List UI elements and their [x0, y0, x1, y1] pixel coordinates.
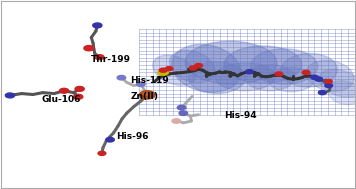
Circle shape	[172, 119, 180, 123]
Text: His-96: His-96	[116, 132, 148, 141]
Ellipse shape	[319, 69, 356, 97]
Text: Thr-199: Thr-199	[91, 55, 131, 64]
Circle shape	[59, 88, 69, 93]
Text: Glu-106: Glu-106	[42, 95, 81, 104]
Ellipse shape	[306, 60, 354, 91]
Circle shape	[311, 75, 319, 79]
Ellipse shape	[251, 49, 318, 84]
Circle shape	[74, 94, 83, 99]
Circle shape	[98, 151, 106, 155]
Ellipse shape	[281, 53, 337, 87]
Circle shape	[189, 66, 197, 70]
Ellipse shape	[169, 50, 215, 83]
Ellipse shape	[268, 67, 314, 92]
Circle shape	[142, 92, 148, 95]
Circle shape	[179, 111, 188, 115]
Circle shape	[106, 137, 114, 142]
Circle shape	[137, 82, 145, 87]
Ellipse shape	[185, 41, 277, 84]
Circle shape	[93, 23, 102, 28]
Circle shape	[165, 67, 173, 71]
Ellipse shape	[328, 81, 356, 105]
Text: His-94: His-94	[224, 112, 257, 120]
Ellipse shape	[153, 55, 196, 85]
Circle shape	[177, 105, 186, 110]
Circle shape	[84, 46, 94, 51]
Text: Zn(II): Zn(II)	[130, 92, 158, 101]
Circle shape	[246, 70, 253, 74]
Circle shape	[275, 72, 283, 76]
Circle shape	[325, 80, 332, 83]
Ellipse shape	[224, 46, 302, 83]
Circle shape	[159, 68, 167, 72]
Circle shape	[158, 70, 168, 75]
Circle shape	[315, 77, 323, 81]
Circle shape	[319, 91, 326, 95]
Ellipse shape	[215, 63, 275, 91]
Text: His-119: His-119	[130, 76, 169, 85]
Ellipse shape	[189, 62, 245, 94]
Circle shape	[302, 70, 310, 74]
Circle shape	[140, 91, 155, 99]
Ellipse shape	[245, 65, 295, 91]
Circle shape	[95, 55, 104, 60]
Circle shape	[195, 64, 203, 68]
Circle shape	[5, 93, 15, 98]
Ellipse shape	[172, 44, 241, 92]
Circle shape	[117, 75, 126, 80]
Circle shape	[325, 84, 333, 88]
Circle shape	[75, 87, 84, 91]
